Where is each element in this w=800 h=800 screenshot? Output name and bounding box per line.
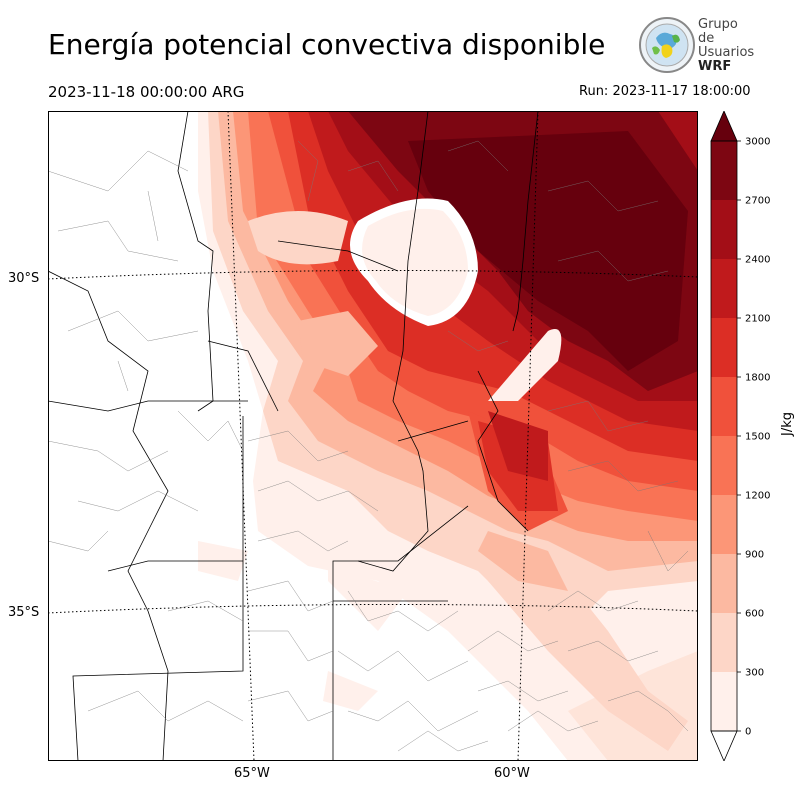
logo-line3: WRF bbox=[698, 59, 732, 74]
lat-label-35s: 35°S bbox=[8, 605, 40, 620]
colorbar-tick-label: 3000 bbox=[745, 137, 770, 148]
colorbar-segment bbox=[711, 318, 737, 377]
colorbar-unit: J/kg bbox=[780, 412, 795, 436]
colorbar: 0 300 600 900 1200 1500 1800 2100 2400 2700 3000 bbox=[710, 111, 770, 761]
run-time: Run: 2023-11-17 18:00:00 bbox=[579, 84, 751, 99]
map-title: Energía potencial convectiva disponible bbox=[48, 28, 606, 61]
department-borders bbox=[48, 140, 689, 752]
valid-time: 2023-11-18 00:00:00 ARG bbox=[48, 83, 245, 101]
colorbar-tick-label: 300 bbox=[745, 668, 764, 679]
province-borders bbox=[48, 111, 539, 761]
colorbar-segment bbox=[711, 141, 737, 200]
graticule bbox=[48, 111, 698, 761]
colorbar-tick-label: 600 bbox=[745, 609, 764, 620]
colorbar-segment bbox=[711, 554, 737, 613]
lon-label-65w: 65°W bbox=[234, 766, 270, 781]
colorbar-segment bbox=[711, 259, 737, 318]
colorbar-extend-max bbox=[710, 111, 738, 142]
colorbar-segment bbox=[711, 377, 737, 436]
cape-map bbox=[48, 111, 698, 761]
colorbar-tick-label: 1200 bbox=[745, 491, 770, 502]
colorbar-extend-min bbox=[710, 730, 738, 761]
colorbar-tick-label: 1500 bbox=[745, 432, 770, 443]
globe-icon bbox=[639, 17, 695, 73]
logo-line2: Usuarios bbox=[698, 45, 755, 60]
colorbar-segment bbox=[711, 613, 737, 672]
colorbar-ticks: 0 300 600 900 1200 1500 1800 2100 2400 2700 3000 bbox=[737, 137, 770, 738]
lon-label-60w: 60°W bbox=[494, 766, 530, 781]
colorbar-segment bbox=[711, 436, 737, 495]
colorbar-segment bbox=[711, 495, 737, 554]
colorbar-segments bbox=[710, 111, 738, 761]
colorbar-tick-label: 2400 bbox=[745, 255, 770, 266]
colorbar-segment bbox=[711, 200, 737, 259]
colorbar-tick-label: 0 bbox=[745, 727, 751, 738]
colorbar-segment bbox=[711, 672, 737, 731]
colorbar-tick-label: 1800 bbox=[745, 373, 770, 384]
lat-label-30s: 30°S bbox=[8, 271, 40, 286]
wrf-logo: Grupo de Usuarios WRF bbox=[638, 16, 758, 74]
cape-fill bbox=[198, 111, 698, 761]
colorbar-tick-label: 900 bbox=[745, 550, 764, 561]
colorbar-tick-label: 2100 bbox=[745, 314, 770, 325]
logo-line1: Grupo de bbox=[698, 17, 738, 46]
colorbar-tick-label: 2700 bbox=[745, 196, 770, 207]
